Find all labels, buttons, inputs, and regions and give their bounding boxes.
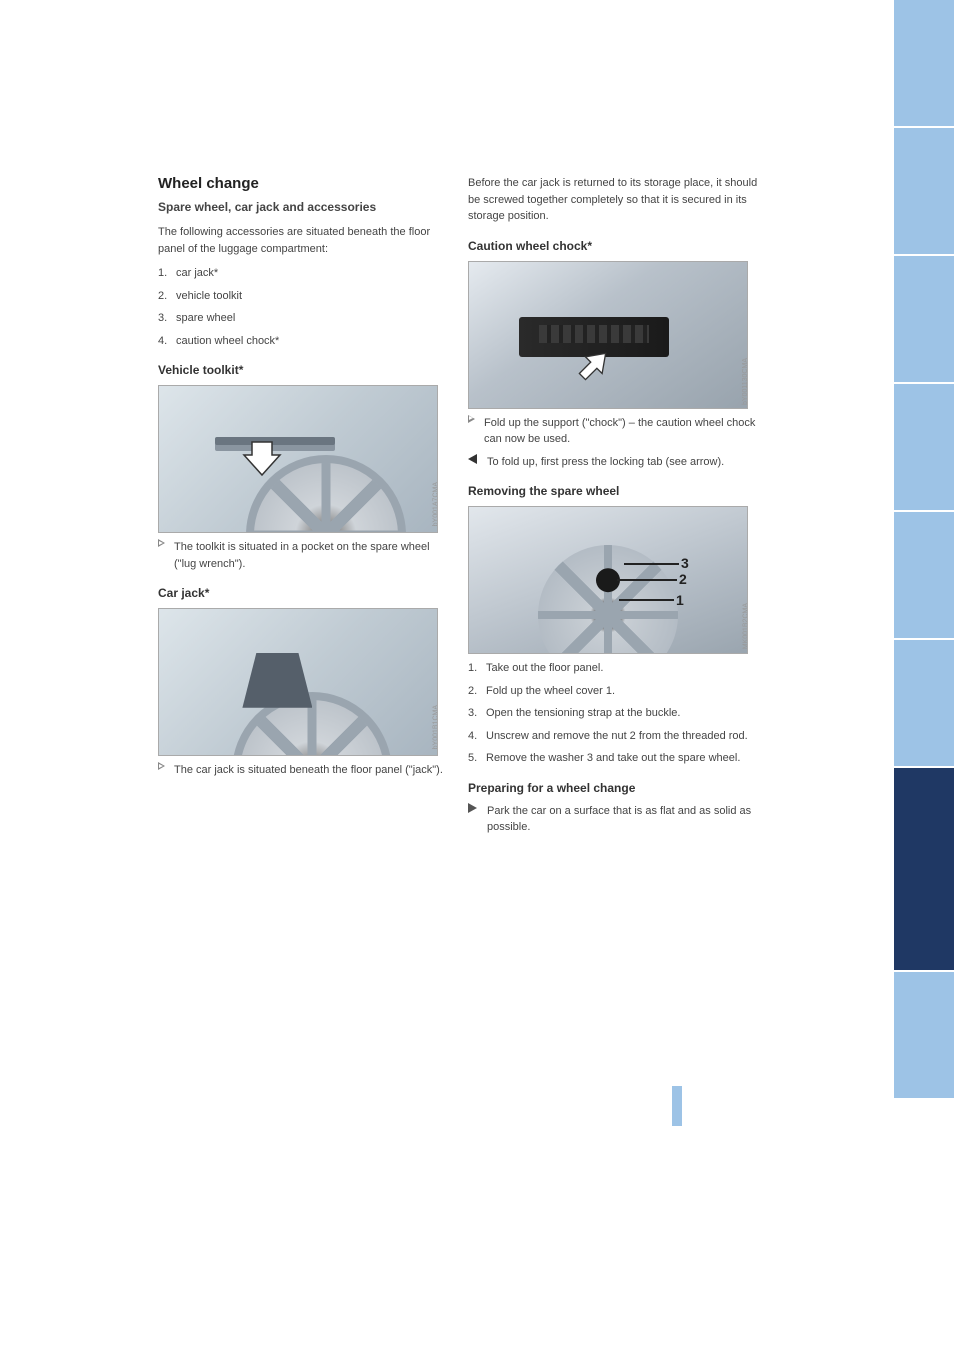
chock-note: Fold up the support ("chock") – the caut… (484, 415, 758, 448)
sidebar-tab[interactable] (894, 640, 954, 766)
sidebar-tab[interactable] (894, 256, 954, 382)
list-item: 2.vehicle toolkit (158, 288, 448, 305)
section-heading-prep: Preparing for a wheel change (468, 781, 758, 795)
list-item: 1.car jack* (158, 265, 448, 282)
arrow-down-icon (242, 437, 282, 477)
remove-steps: 1.Take out the floor panel. 2.Fold up th… (468, 660, 758, 767)
figure-code: MK001B2CMA (742, 603, 748, 649)
sidebar-tab[interactable] (894, 384, 954, 510)
page-content: Wheel change Spare wheel, car jack and a… (158, 175, 758, 842)
list-item: 4.Unscrew and remove the nut 2 from the … (468, 728, 758, 745)
arrow-icon (575, 349, 610, 384)
page-title: Wheel change (158, 175, 448, 192)
figure-spare-wheel: 1 2 3 MK001B2CMA (468, 506, 748, 654)
list-item: 2.Fold up the wheel cover 1. (468, 683, 758, 700)
page-marker (672, 1086, 682, 1126)
list-item: 3.spare wheel (158, 310, 448, 327)
sidebar-tab[interactable] (894, 128, 954, 254)
list-item: 5.Remove the washer 3 and take out the s… (468, 750, 758, 767)
back-bullet-icon (468, 454, 477, 464)
chock-back-note: To fold up, first press the locking tab … (487, 454, 724, 471)
figure-toolkit: bY001A7CMA (158, 385, 438, 533)
figure-code: bY001A7CMA (432, 482, 438, 526)
note-bullet-icon (468, 415, 475, 423)
figure-code: bY001B1CMA (432, 705, 438, 749)
sidebar-tab[interactable] (894, 972, 954, 1098)
section-heading-toolkit: Vehicle toolkit* (158, 363, 448, 377)
wheel-callout-1: 1 (676, 592, 684, 608)
jack-return-text: Before the car jack is returned to its s… (468, 175, 758, 225)
note-bullet-icon (158, 762, 165, 770)
jack-note: The car jack is situated beneath the flo… (174, 762, 443, 779)
forward-bullet-icon (468, 803, 477, 813)
sidebar-tab-active[interactable] (894, 768, 954, 970)
list-item: 3.Open the tensioning strap at the buckl… (468, 705, 758, 722)
section-heading-jack: Car jack* (158, 586, 448, 600)
sidebar-tab[interactable] (894, 0, 954, 126)
wheel-callout-2: 2 (679, 571, 687, 587)
intro-text: The following accessories are situated b… (158, 224, 448, 257)
list-item: 1.Take out the floor panel. (468, 660, 758, 677)
right-column: Before the car jack is returned to its s… (468, 175, 758, 842)
sidebar-tabs (894, 0, 954, 1100)
section-heading-chock: Caution wheel chock* (468, 239, 758, 253)
figure-code: bY001130CMA (742, 358, 748, 405)
accessory-list: 1.car jack* 2.vehicle toolkit 3.spare wh… (158, 265, 448, 349)
toolkit-note: The toolkit is situated in a pocket on t… (174, 539, 448, 572)
wheel-callout-3: 3 (681, 555, 689, 571)
figure-jack: bY001B1CMA (158, 608, 438, 756)
figure-chock: bY001130CMA (468, 261, 748, 409)
section-heading-remove: Removing the spare wheel (468, 484, 758, 498)
note-bullet-icon (158, 539, 165, 547)
list-item: 4.caution wheel chock* (158, 333, 448, 350)
prep-text: Park the car on a surface that is as fla… (487, 803, 758, 836)
left-column: Wheel change Spare wheel, car jack and a… (158, 175, 448, 785)
sidebar-tab[interactable] (894, 512, 954, 638)
subtitle: Spare wheel, car jack and accessories (158, 200, 448, 214)
